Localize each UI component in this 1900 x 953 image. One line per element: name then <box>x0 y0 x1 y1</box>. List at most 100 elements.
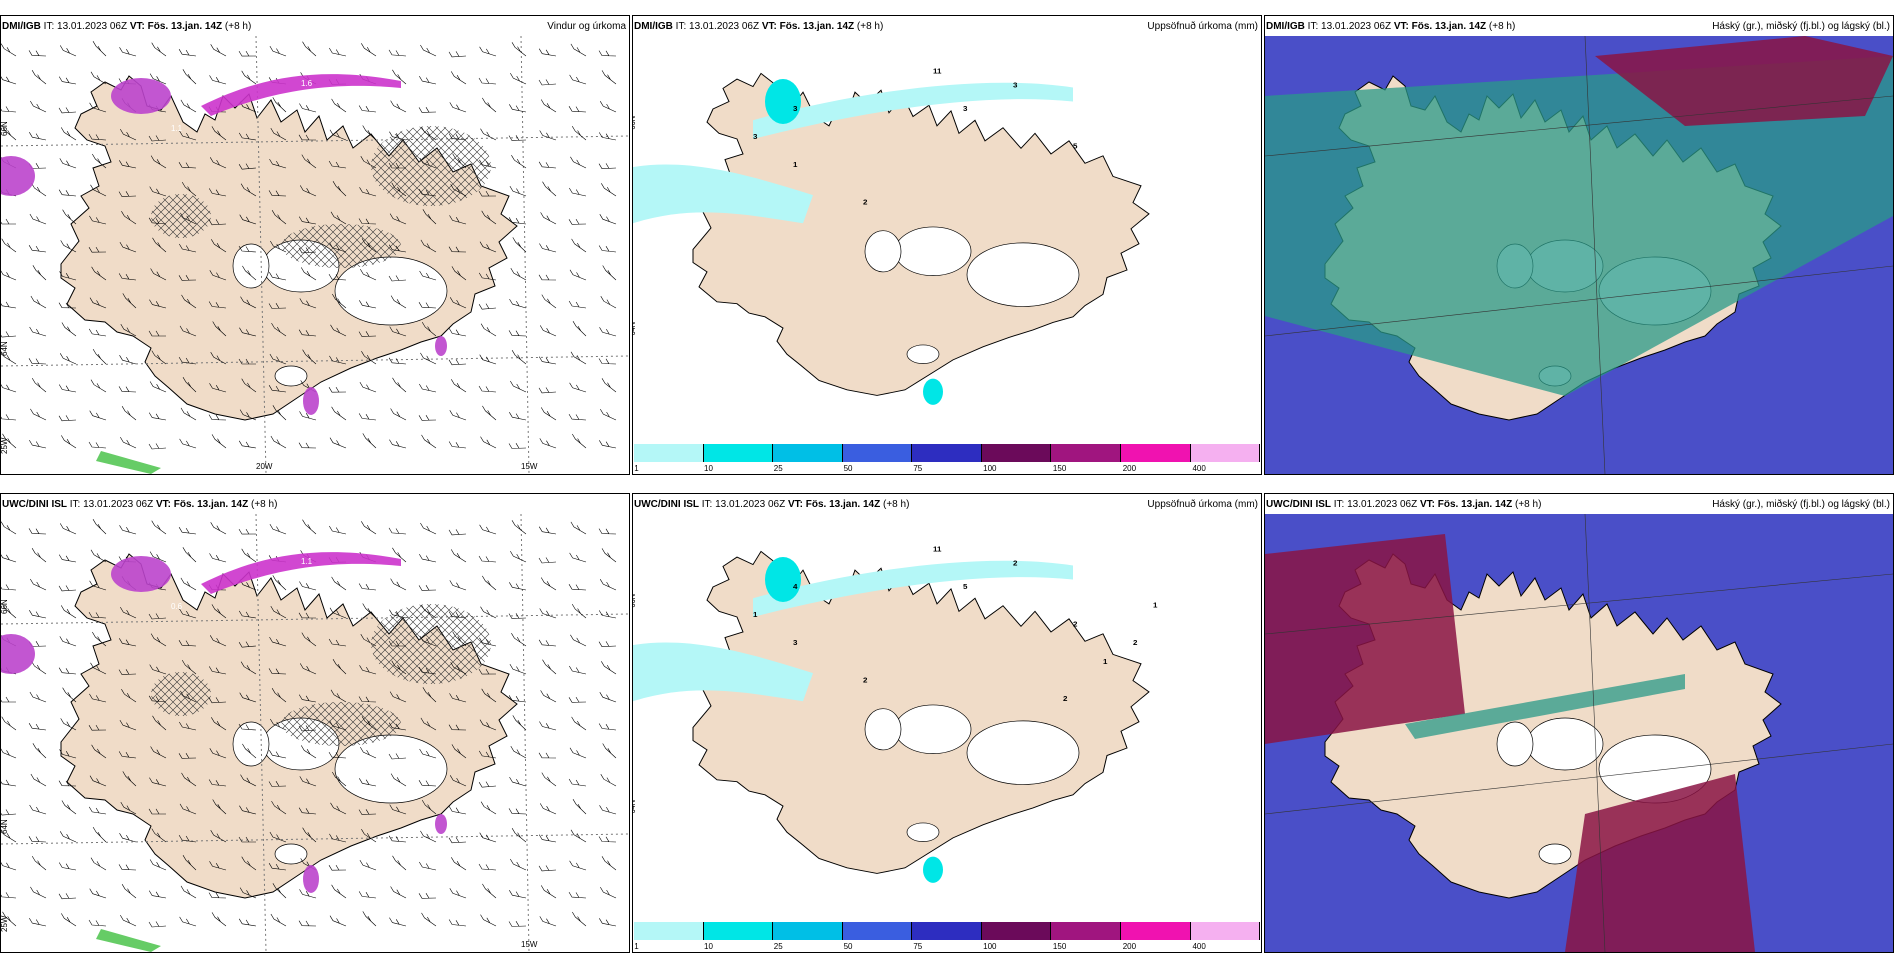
wind-barb <box>449 775 467 787</box>
wind-barb <box>329 129 347 141</box>
valid-time: Fös. 13.jan. 14Z <box>173 499 249 510</box>
wind-barb <box>599 805 617 815</box>
wind-barb <box>208 188 227 197</box>
wind-barb <box>238 132 257 141</box>
wind-barb <box>451 744 467 759</box>
wind-barb <box>1 414 17 421</box>
wind-barb <box>29 804 47 815</box>
wind-barb <box>118 751 137 759</box>
wind-barb <box>59 831 77 843</box>
wind-barb <box>421 126 437 141</box>
wind-barb <box>268 303 287 309</box>
map-area[interactable]: 20W 15W 66N 64N 25W 1.6 0.9 1.1 0.6 <box>1 36 629 474</box>
wind-barb <box>359 859 377 871</box>
wind-barb <box>358 331 377 337</box>
latitude-label: 66N <box>1 121 9 136</box>
wind-barb <box>182 69 197 85</box>
precip-value-label: 1.1 <box>171 124 183 133</box>
map-area[interactable] <box>1265 514 1893 952</box>
wind-barb <box>302 349 317 365</box>
wind-barb <box>389 439 407 449</box>
wind-barb <box>211 912 227 927</box>
wind-barb <box>119 47 137 57</box>
precip-value-label: 1.1 <box>301 557 313 566</box>
wind-barb <box>478 863 497 871</box>
wind-barb <box>540 690 557 703</box>
wind-barb <box>118 273 137 281</box>
wind-barb <box>29 132 47 141</box>
wind-barb <box>272 97 287 113</box>
map-area[interactable]: 66N 64N 11 3 3 3 3 1 2 5 <box>633 36 1261 446</box>
vt-label: VT: <box>761 21 777 32</box>
wind-barb <box>392 69 407 85</box>
wind-barb <box>571 716 587 731</box>
wind-barb <box>420 44 437 57</box>
wind-barb <box>88 724 107 731</box>
latitude-label: 64N <box>633 800 637 814</box>
precip-amount-label: 2 <box>1013 559 1017 568</box>
wind-barb <box>208 892 227 899</box>
wind-barb <box>241 856 257 871</box>
wind-barb <box>482 405 497 421</box>
map-area[interactable]: 66N 64N 11 4 5 1 2 3 2 2 1 2 1 2 <box>633 514 1261 924</box>
wind-barb <box>62 209 77 225</box>
wind-barb <box>59 353 77 365</box>
precip-amount-label: 3 <box>1013 81 1018 90</box>
wind-barb <box>298 216 317 225</box>
wind-barb <box>178 527 197 535</box>
map-area[interactable]: 15W 66N 64N 25W 1.1 0.9 0.6 0.6 <box>1 514 629 952</box>
wind-barb <box>448 529 467 536</box>
wind-barb <box>569 860 587 871</box>
wind-barb <box>92 153 107 169</box>
wind-barb <box>598 836 617 843</box>
wind-barb <box>122 771 137 787</box>
wind-barb <box>361 238 377 253</box>
wind-barb <box>299 776 317 787</box>
colorbar-swatch <box>703 922 774 940</box>
colorbar-tick-label: 150 <box>1052 942 1067 951</box>
wind-barb <box>540 99 557 113</box>
wind-barb <box>571 125 587 141</box>
precip-amount-label: 11 <box>933 545 942 554</box>
wind-barb <box>538 865 557 872</box>
wind-barb <box>329 355 347 365</box>
wind-barb <box>390 100 407 113</box>
wind-barb <box>332 293 347 309</box>
wind-barb <box>332 771 347 787</box>
precip-blob <box>1 634 35 674</box>
hatched-area <box>281 702 401 746</box>
wind-barb <box>89 775 107 787</box>
wind-barb <box>358 218 377 225</box>
wind-barb <box>150 746 167 759</box>
wind-barb <box>149 551 167 563</box>
wind-barb <box>238 245 257 253</box>
wind-barb <box>238 641 257 648</box>
wind-barb <box>509 298 527 309</box>
wind-barb <box>118 864 137 871</box>
wind-barb <box>449 297 467 309</box>
wind-barb <box>600 886 617 899</box>
colorbar-swatch <box>773 444 843 462</box>
wind-barb <box>30 295 47 309</box>
wind-barb <box>31 70 47 85</box>
wind-barb <box>271 322 287 337</box>
wind-barb <box>179 130 197 141</box>
wind-barb <box>328 386 347 393</box>
wind-barb <box>29 326 47 337</box>
wind-barb <box>332 181 347 197</box>
wind-barb <box>88 246 107 253</box>
map-area[interactable] <box>1265 36 1893 474</box>
wind-barb <box>569 552 587 563</box>
it-label: IT: <box>1307 21 1319 32</box>
panel-title: Vindur og úrkoma <box>547 21 626 32</box>
wind-barb <box>242 743 257 759</box>
wind-barb <box>298 807 317 815</box>
colorbar-tick-label: 150 <box>1052 464 1067 473</box>
wind-barb <box>388 49 407 57</box>
wind-barb <box>360 746 377 759</box>
map-panel-dmi-cloud: DMI/IGB IT: 13.01.2023 06Z VT: Fös. 13.j… <box>1264 15 1894 475</box>
map-panel-dini-cloud: UWC/DINI ISL IT: 13.01.2023 06Z VT: Fös.… <box>1264 493 1894 953</box>
wind-barb <box>239 214 257 225</box>
wind-barb <box>32 265 47 281</box>
wind-barb <box>60 240 77 253</box>
